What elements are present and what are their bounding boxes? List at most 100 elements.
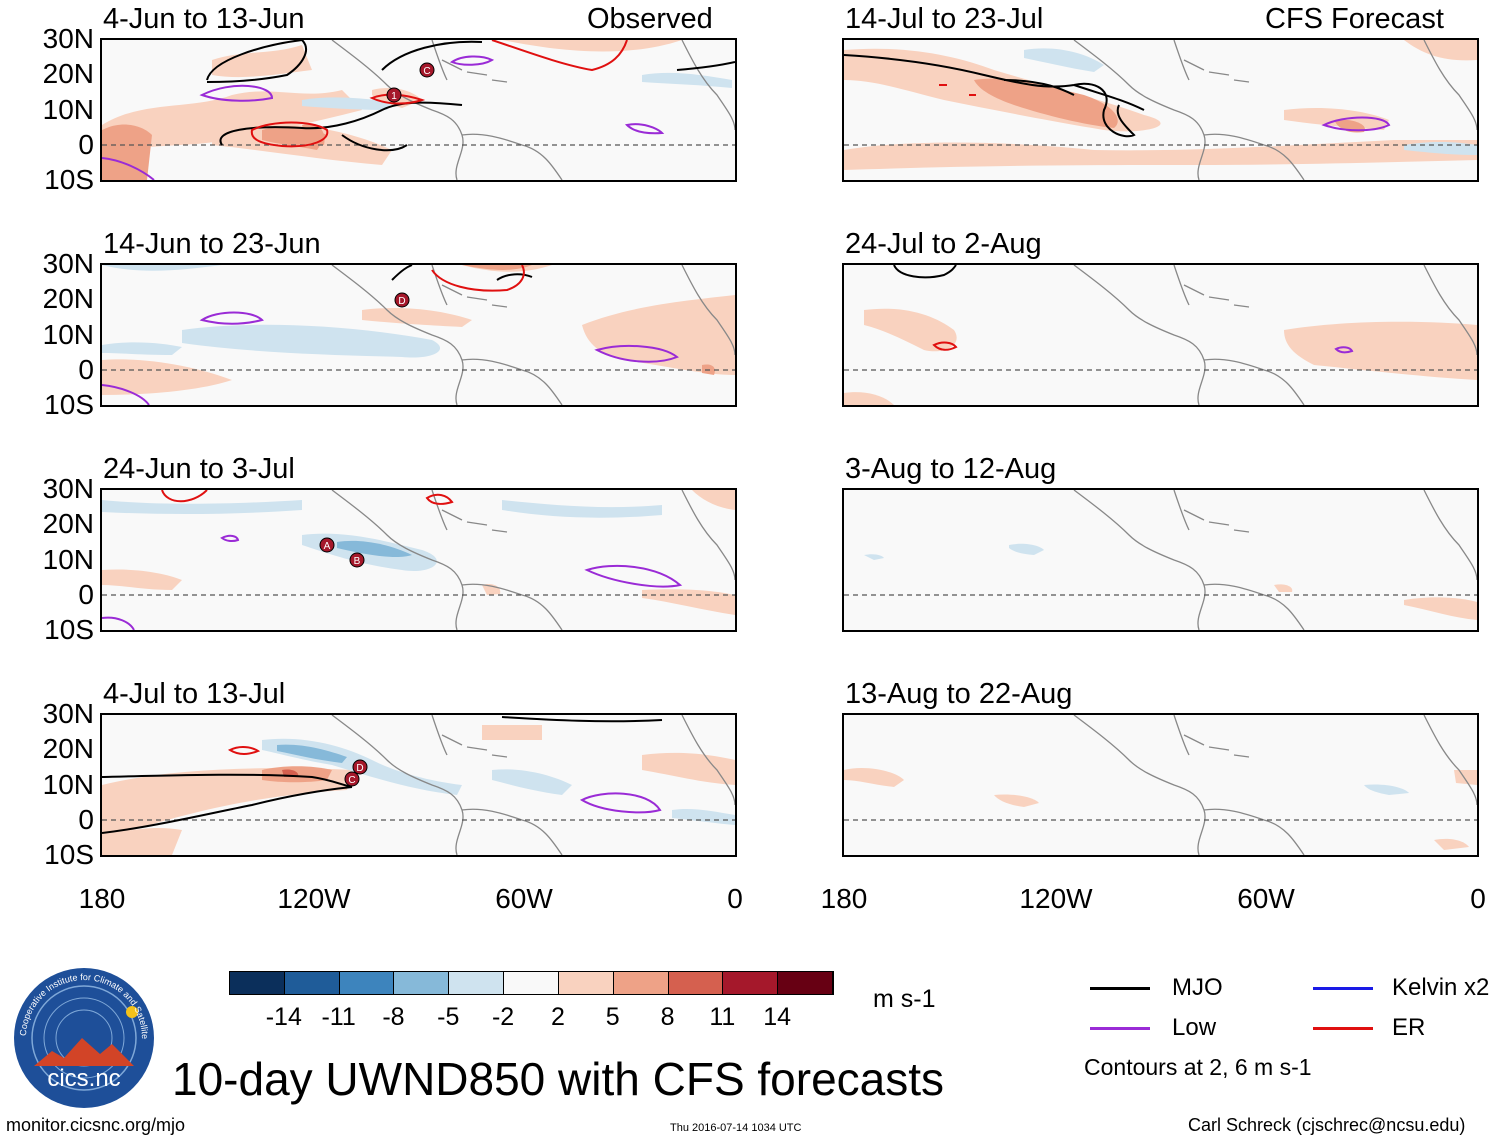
lat-label: 30N xyxy=(42,248,94,279)
lat-label: 30N xyxy=(42,23,94,54)
colorbar-swatch xyxy=(394,972,450,994)
map-panel-obs4: C D xyxy=(100,713,737,857)
colorbar-swatch xyxy=(339,972,395,994)
colorbar-tick-label: 14 xyxy=(763,1003,792,1031)
footer-credit: Carl Schreck (cjschrec@ncsu.edu) xyxy=(1188,1115,1466,1135)
lon-label-left: 60W xyxy=(495,883,553,914)
lon-label-right: 60W xyxy=(1237,883,1295,914)
storm-markers: D xyxy=(394,292,410,308)
colorbar-swatch xyxy=(558,972,614,994)
lon-label-right: 120W xyxy=(1019,883,1093,914)
map-panel-obs3: A B xyxy=(100,488,737,632)
lat-label: 0 xyxy=(78,579,94,610)
panel-tag-observed: Observed xyxy=(587,3,713,35)
storm-marker-label: 1 xyxy=(391,91,397,102)
legend-label-er: ER xyxy=(1392,1014,1426,1041)
panel-title-fc2: 24-Jul to 2-Aug xyxy=(845,228,1042,260)
legend-swatch-mjo xyxy=(1090,987,1150,990)
colorbar-swatch xyxy=(504,972,559,994)
colorbar-units: m s-1 xyxy=(873,985,936,1013)
colorbar-tick-label: -5 xyxy=(437,1003,460,1031)
legend-swatch-er xyxy=(1313,1027,1373,1030)
panel-title-obs1: 4-Jun to 13-Jun xyxy=(103,3,305,35)
lon-label-right: 180 xyxy=(820,883,868,914)
legend-label-mjo: MJO xyxy=(1172,974,1223,1001)
storm-marker-label: B xyxy=(354,556,361,567)
colorbar-tick-label: -14 xyxy=(265,1003,302,1031)
storm-marker-label: D xyxy=(356,763,363,774)
storm-marker-label: A xyxy=(324,541,331,552)
lat-label: 20N xyxy=(42,58,94,89)
colorbar-tick-label: -8 xyxy=(382,1003,405,1031)
colorbar-swatch xyxy=(449,972,505,994)
legend-label-low: Low xyxy=(1172,1014,1217,1041)
map-panel-fc1 xyxy=(842,38,1479,182)
colorbar-tick-label: 11 xyxy=(709,1003,736,1031)
footer-url[interactable]: monitor.cicsnc.org/mjo xyxy=(6,1115,185,1136)
lat-label: 10S xyxy=(44,614,94,645)
map-panel-fc4 xyxy=(842,713,1479,857)
main-title: 10-day UWND850 with CFS forecasts xyxy=(172,1053,945,1105)
panel-title-obs2: 14-Jun to 23-Jun xyxy=(103,228,321,260)
storm-marker-label: C xyxy=(423,66,430,77)
map-panel-obs1: 1 C xyxy=(100,38,737,182)
lat-label: 30N xyxy=(42,473,94,504)
lat-label: 20N xyxy=(42,733,94,764)
lon-label-left: 180 xyxy=(78,883,126,914)
colorbar-swatch xyxy=(284,972,340,994)
storm-markers: C D xyxy=(344,759,368,787)
map-panel-fc3 xyxy=(842,488,1479,632)
panel-title-fc4: 13-Aug to 22-Aug xyxy=(845,678,1073,710)
lat-label: 10N xyxy=(42,769,94,800)
colorbar-swatch xyxy=(723,972,779,994)
lat-label: 10S xyxy=(44,389,94,420)
legend-note: Contours at 2, 6 m s-1 xyxy=(1084,1054,1312,1080)
colorbar-swatch xyxy=(668,972,724,994)
wind-anomaly-map: C D xyxy=(102,715,735,855)
map-panel-obs2: D xyxy=(100,263,737,407)
lon-label-left: 0 xyxy=(727,883,743,914)
colorbar-swatch xyxy=(778,972,833,994)
panel-title-obs4: 4-Jul to 13-Jul xyxy=(103,678,286,710)
wind-anomaly-map xyxy=(844,40,1477,180)
lat-label: 10N xyxy=(42,319,94,350)
storm-marker-label: D xyxy=(398,296,405,307)
colorbar-tick-label: 2 xyxy=(550,1003,565,1031)
lat-label: 10S xyxy=(44,164,94,195)
map-panel-fc2 xyxy=(842,263,1479,407)
wind-anomaly-map: A B xyxy=(102,490,735,630)
lat-label: 20N xyxy=(42,283,94,314)
colorbar-tick-label: -2 xyxy=(491,1003,515,1031)
legend-swatch-kelvin xyxy=(1313,987,1373,990)
panel-title-fc1: 14-Jul to 23-Jul xyxy=(845,3,1044,35)
colorbar-tick-label: 8 xyxy=(660,1003,675,1031)
logo-text: cics.nc xyxy=(47,1065,120,1092)
colorbar-tick-label: -11 xyxy=(321,1003,356,1031)
lat-label: 10N xyxy=(42,544,94,575)
colorbar-swatches xyxy=(229,971,834,995)
lat-label: 0 xyxy=(78,129,94,160)
legend-label-kelvin: Kelvin x2 xyxy=(1392,974,1490,1001)
lon-label-right: 0 xyxy=(1470,883,1486,914)
lat-label: 30N xyxy=(42,698,94,729)
wind-anomaly-map: 1 C xyxy=(102,40,735,180)
lat-label: 10S xyxy=(44,839,94,870)
storm-markers: A B xyxy=(319,537,365,568)
wind-anomaly-map xyxy=(844,715,1477,855)
panel-tag-forecast: CFS Forecast xyxy=(1265,3,1444,35)
lat-label: 10N xyxy=(42,94,94,125)
wind-anomaly-map xyxy=(844,490,1477,630)
panel-title-fc3: 3-Aug to 12-Aug xyxy=(845,453,1057,485)
footer-timestamp: Thu 2016-07-14 1034 UTC xyxy=(670,1122,802,1134)
panel-title-obs3: 24-Jun to 3-Jul xyxy=(103,453,295,485)
wind-anomaly-map xyxy=(844,265,1477,405)
lat-label: 0 xyxy=(78,354,94,385)
lat-label: 20N xyxy=(42,508,94,539)
lat-label: 0 xyxy=(78,804,94,835)
colorbar-tick-label: 5 xyxy=(605,1003,620,1031)
footer-url-text: monitor.cicsnc.org/mjo xyxy=(6,1115,186,1135)
storm-marker-label: C xyxy=(348,775,355,786)
storm-markers: 1 C xyxy=(386,62,435,103)
wind-anomaly-map: D xyxy=(102,265,735,405)
colorbar-swatch xyxy=(613,972,669,994)
